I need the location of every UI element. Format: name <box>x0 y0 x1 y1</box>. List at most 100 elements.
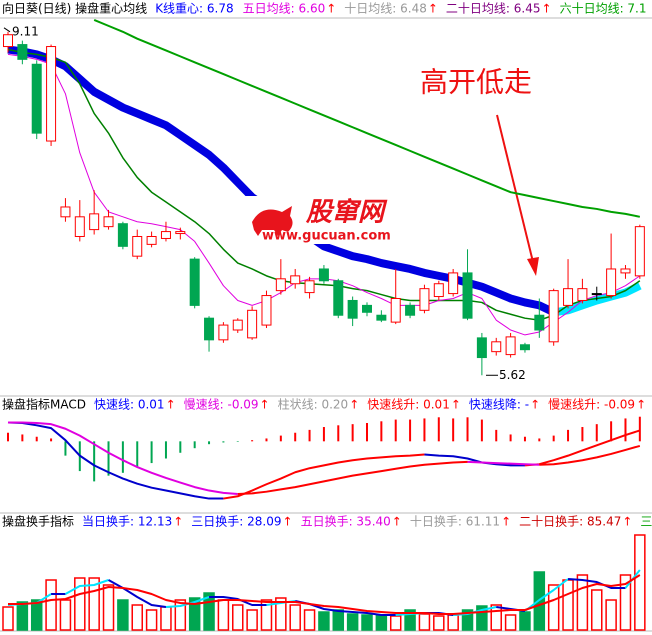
line <box>223 453 425 500</box>
volume-bar <box>619 574 632 631</box>
candle-body <box>304 280 315 294</box>
candle-body <box>448 272 459 295</box>
candle-body <box>261 295 272 326</box>
annotation-arrow <box>496 114 534 263</box>
volume-bar <box>562 579 574 631</box>
volume-bar <box>404 609 416 631</box>
watermark-title: 股窜网 <box>305 198 388 228</box>
legend-arrow: ↑ <box>622 515 632 529</box>
volume-bar <box>289 604 301 631</box>
candle-body <box>60 206 71 218</box>
legend-entry: 五日换手: 35.40 <box>301 515 391 529</box>
volume-bar <box>547 584 560 631</box>
high-label: 9.11 <box>12 24 39 38</box>
legend-entry: 当日换手: 12.13 <box>82 515 172 529</box>
candle-body <box>275 278 286 292</box>
candle-body <box>548 290 559 343</box>
volume-bar <box>160 606 172 631</box>
legend-arrow: ↑ <box>173 515 183 529</box>
annotation: 高开低走 <box>420 66 532 99</box>
volume-bar <box>232 604 244 631</box>
volume-bar <box>332 609 345 631</box>
legend-entry: 三十 <box>640 515 652 529</box>
volume-bar <box>361 614 373 631</box>
volume-bar <box>59 599 72 631</box>
line <box>8 574 641 615</box>
candle-body <box>491 341 502 353</box>
candle-body <box>247 309 258 339</box>
line <box>524 578 569 612</box>
legend-arrow: ↑ <box>392 515 402 529</box>
candle-body <box>146 235 157 245</box>
legend-entry: 快速线降: - <box>469 398 529 412</box>
candle-body <box>232 319 243 331</box>
legend-entry: K线重心: 6.78 <box>155 2 233 16</box>
legend-arrow: ↑ <box>326 2 336 16</box>
candle-body <box>390 298 401 323</box>
candle-body <box>189 258 200 306</box>
line <box>524 429 641 467</box>
candle-body <box>606 268 617 297</box>
legend-entry: 快速线升: 0.01 <box>367 398 450 412</box>
legend-arrow: ↑ <box>428 2 438 16</box>
legend-entry: 二十日换手: 85.47 <box>519 515 621 529</box>
candle-body <box>534 314 545 331</box>
line <box>64 579 109 595</box>
volume-bar <box>117 599 129 631</box>
line <box>424 453 525 467</box>
volume-bar <box>461 609 474 631</box>
watermark-url: www.gucuan.com <box>262 229 391 244</box>
candle-body <box>333 280 344 316</box>
candle-body <box>218 324 229 341</box>
volume-bar <box>203 592 215 631</box>
volume-bar <box>174 599 187 631</box>
candle-body <box>519 344 530 351</box>
volume-bar <box>246 609 258 631</box>
candle-body <box>318 268 329 282</box>
watermark: 股窜网 www.gucuan.com <box>244 196 424 244</box>
candle-body <box>591 293 602 296</box>
candle-body <box>46 46 57 142</box>
volume-bar <box>504 614 517 631</box>
volume-bar <box>145 609 158 631</box>
legend-entry: 快速线: 0.01 <box>94 398 165 412</box>
volume-bar <box>74 577 86 631</box>
volume-bar <box>318 611 330 631</box>
legend-arrow: ↑ <box>349 398 359 412</box>
line <box>237 460 468 495</box>
candle-body <box>103 216 114 228</box>
legend-arrow: ↑ <box>283 515 293 529</box>
candle-body <box>462 272 473 319</box>
line <box>108 579 167 608</box>
legend-arrow: ↑ <box>636 398 646 412</box>
line <box>7 421 224 500</box>
candle-body <box>117 223 128 247</box>
panel-title: 向日葵(日线) 操盘重心均线 <box>2 1 147 16</box>
volume-bar <box>131 604 143 631</box>
candle-body <box>17 44 28 60</box>
candle-body <box>476 337 487 359</box>
volume-bar <box>45 579 57 631</box>
candle-body <box>204 317 215 341</box>
legend-entry: 五日均线: 6.60 <box>243 2 326 16</box>
volume-bar <box>634 534 646 631</box>
candle-body <box>433 283 444 298</box>
candle-body <box>74 216 85 237</box>
legend-entry: 十日均线: 6.48 <box>344 2 427 16</box>
annotation-arrowhead <box>527 257 539 276</box>
legend-arrow: ↑ <box>166 398 176 412</box>
legend-entry: 柱状线: 0.20 <box>278 397 349 412</box>
volume-bar <box>433 615 445 631</box>
line <box>93 19 641 218</box>
volume-bar <box>490 604 502 631</box>
legend-entry: 慢速线升: -0.09 <box>548 398 635 412</box>
candle-body <box>3 34 13 48</box>
candle-body <box>376 314 387 321</box>
volume-bar <box>418 613 431 631</box>
candle-body <box>89 213 100 231</box>
panel-title: 操盘换手指标 <box>2 514 74 529</box>
line <box>539 444 641 466</box>
candle-body <box>290 275 301 285</box>
legend-arrow: ↑ <box>530 398 540 412</box>
